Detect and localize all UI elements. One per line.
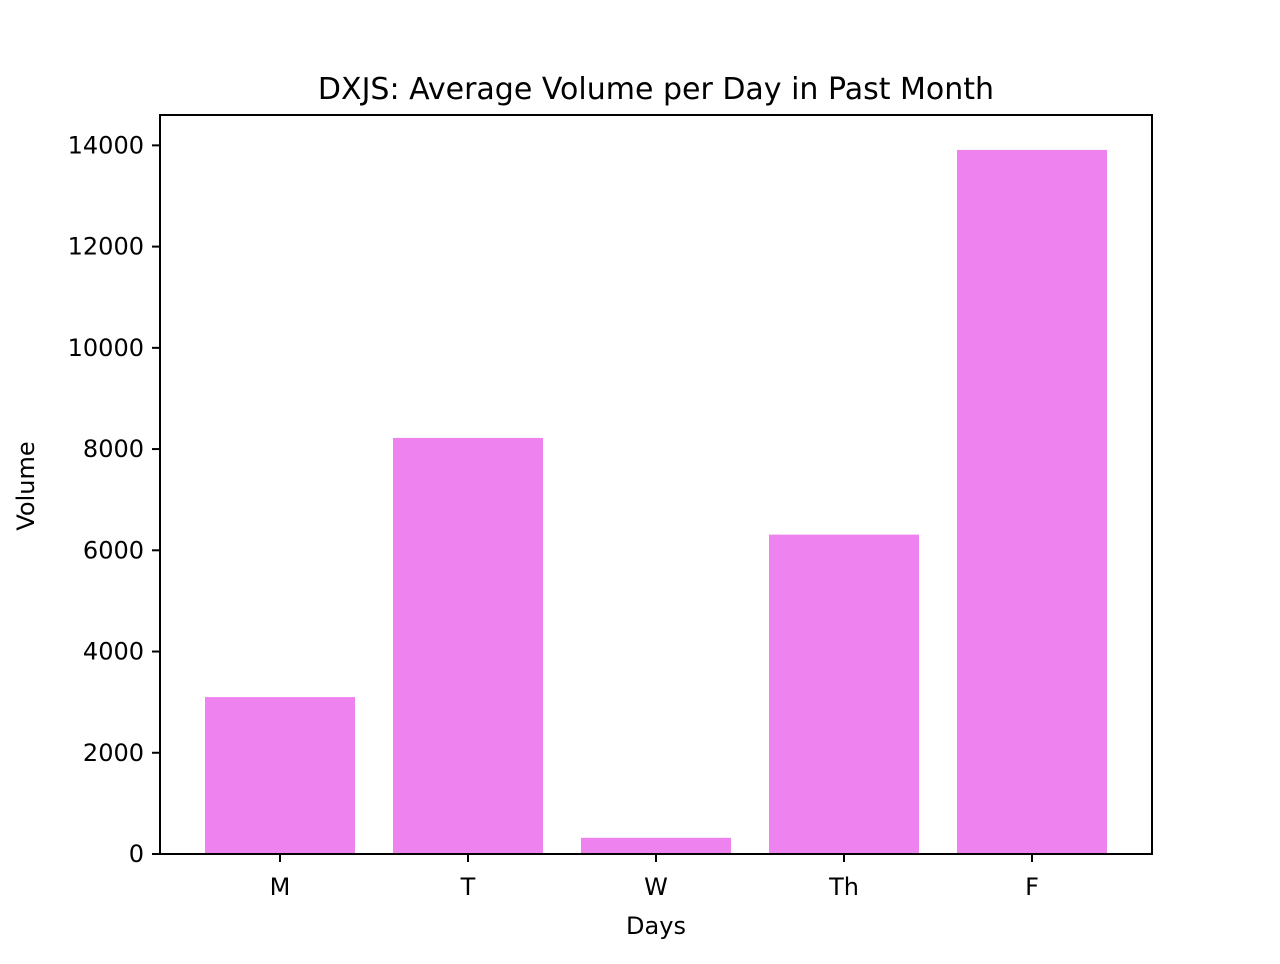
y-axis-label: Volume bbox=[12, 441, 40, 530]
x-tick-label: M bbox=[270, 873, 291, 901]
bar-t bbox=[393, 437, 543, 854]
y-tick-label: 2000 bbox=[83, 739, 144, 767]
x-tick-label: Th bbox=[828, 873, 859, 901]
y-tick-label: 8000 bbox=[83, 435, 144, 463]
bar-th bbox=[769, 534, 919, 854]
x-tick-label: T bbox=[460, 873, 476, 901]
y-tick-label: 4000 bbox=[83, 638, 144, 666]
y-axis-ticks: 0 2000 4000 6000 8000 10000 12000 14000 bbox=[68, 131, 160, 868]
x-axis-ticks: M T W Th F bbox=[270, 854, 1039, 901]
bar-w bbox=[581, 837, 731, 854]
y-tick-label: 0 bbox=[129, 840, 144, 868]
y-tick-label: 14000 bbox=[68, 131, 144, 159]
bars-group bbox=[205, 149, 1107, 854]
plot-area-frame bbox=[159, 114, 1153, 855]
x-axis-label: Days bbox=[626, 912, 686, 940]
y-tick-label: 6000 bbox=[83, 536, 144, 564]
y-tick-label: 10000 bbox=[68, 334, 144, 362]
bar-f bbox=[957, 149, 1107, 854]
bar-m bbox=[205, 697, 355, 854]
y-tick-label: 12000 bbox=[68, 233, 144, 261]
x-tick-label: F bbox=[1025, 873, 1039, 901]
x-tick-label: W bbox=[644, 873, 668, 901]
chart-title: DXJS: Average Volume per Day in Past Mon… bbox=[318, 72, 994, 107]
